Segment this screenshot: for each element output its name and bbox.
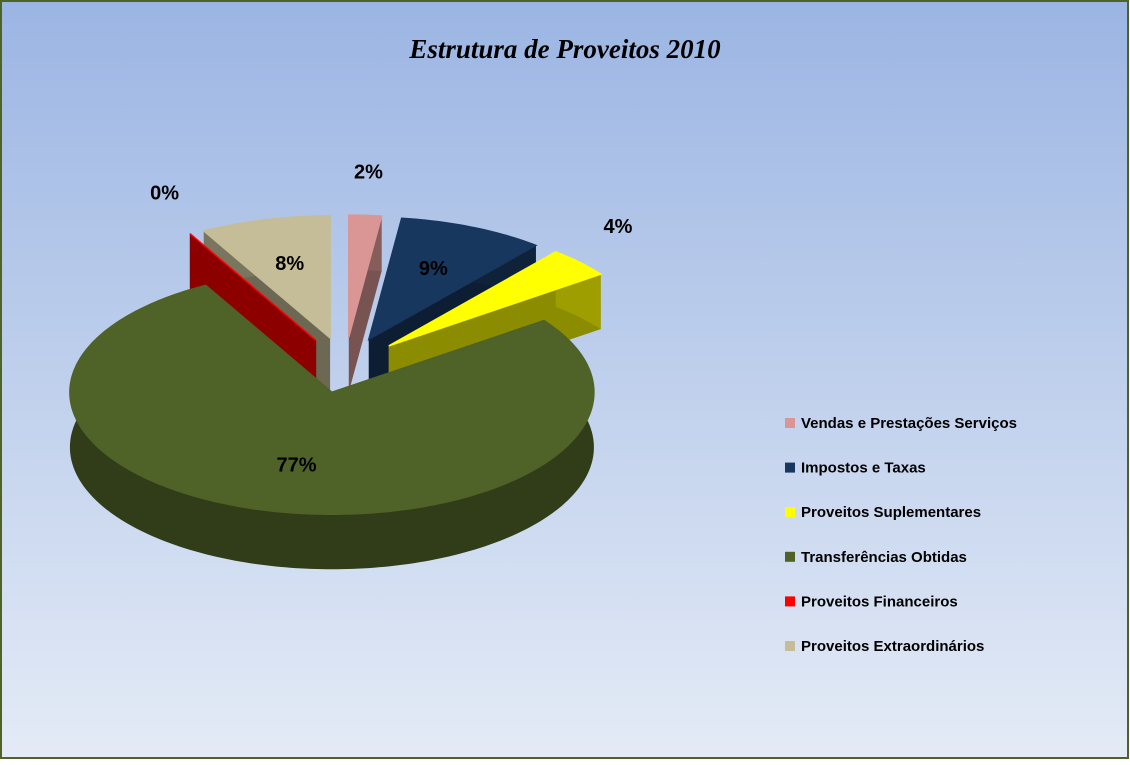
legend-label: Proveitos Financeiros (801, 593, 958, 610)
legend-swatch (785, 551, 795, 562)
pie-slice (388, 251, 603, 347)
data-label: 9% (419, 258, 448, 280)
pie-slice (69, 284, 595, 516)
pie-slice (367, 217, 538, 341)
legend-label: Impostos e Taxas (801, 460, 926, 477)
pie-slice (189, 233, 317, 342)
legend-label: Proveitos Suplementares (801, 504, 981, 521)
data-label: 0% (150, 183, 179, 205)
data-label: 8% (275, 253, 304, 275)
legend-swatch (785, 507, 795, 518)
legend-label: Transferências Obtidas (801, 549, 967, 566)
legend-label: Proveitos Extraordinários (801, 638, 984, 655)
legend-label: Vendas e Prestações Serviços (801, 415, 1017, 432)
legend-swatch (785, 641, 795, 651)
data-label: 77% (276, 454, 316, 476)
legend-swatch (785, 462, 795, 473)
chart-title: Estrutura de Proveitos 2010 (408, 34, 721, 64)
slice (348, 214, 383, 393)
legend-swatch (785, 596, 795, 607)
slice (69, 284, 595, 570)
legend-swatch (785, 418, 795, 428)
data-label: 4% (603, 216, 632, 238)
data-label: 2% (354, 161, 383, 183)
pie-slice (202, 215, 331, 340)
pie-slice (348, 214, 383, 338)
